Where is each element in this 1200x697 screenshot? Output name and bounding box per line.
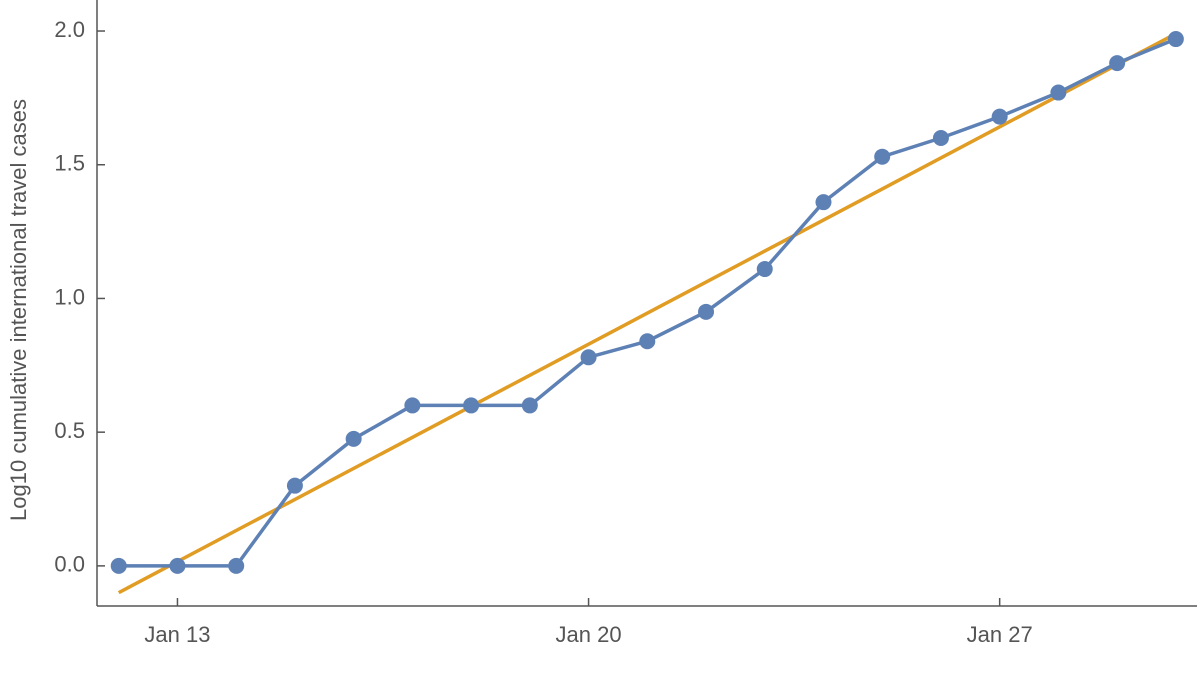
data-point [1050, 84, 1067, 101]
data-point [756, 261, 773, 278]
y-tick-label: 1.5 [54, 151, 85, 176]
x-tick-label: Jan 27 [967, 622, 1033, 647]
data-point [874, 148, 891, 165]
y-tick-label: 0.0 [54, 552, 85, 577]
data-point [1167, 31, 1184, 48]
data-point [463, 397, 480, 414]
data-point [991, 108, 1008, 125]
data-point [286, 477, 303, 494]
x-tick-label: Jan 13 [144, 622, 210, 647]
x-tick-label: Jan 20 [556, 622, 622, 647]
data-point [1109, 55, 1126, 72]
data-point [580, 349, 597, 366]
data-point [521, 397, 538, 414]
data-point [110, 557, 127, 574]
y-tick-label: 1.0 [54, 284, 85, 309]
data-point [228, 557, 245, 574]
data-point [932, 129, 949, 146]
series-line [117, 32, 1177, 595]
data-point [815, 194, 832, 211]
data-point [345, 430, 362, 447]
y-axis-label: Log10 cumulative international travel ca… [6, 99, 31, 521]
y-tick-label: 0.5 [54, 418, 85, 443]
data-point [639, 333, 656, 350]
data-point [169, 557, 186, 574]
data-point [404, 397, 421, 414]
data-point [698, 303, 715, 320]
y-tick-label: 2.0 [54, 17, 85, 42]
